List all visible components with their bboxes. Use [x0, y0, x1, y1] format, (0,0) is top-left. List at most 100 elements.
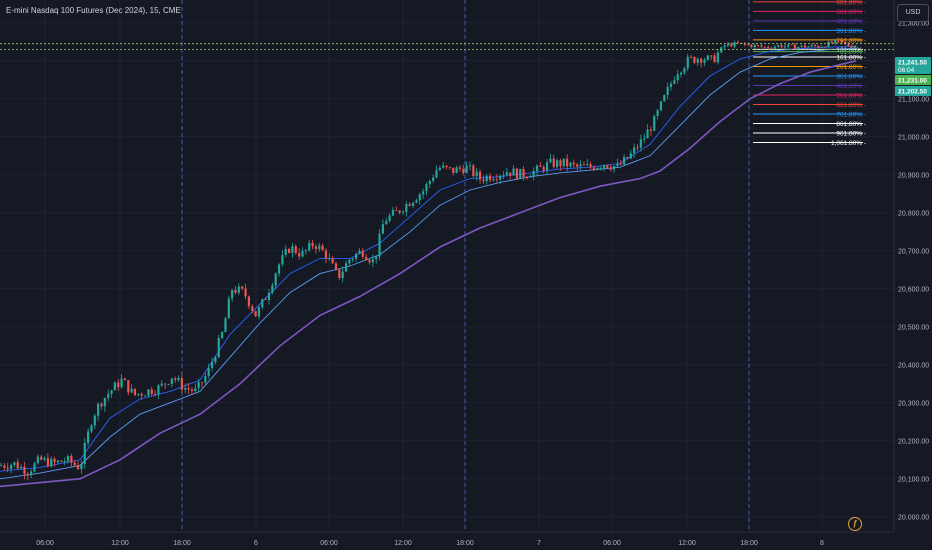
- candle-body: [254, 310, 257, 317]
- price-badge: [895, 75, 931, 85]
- candle-body: [485, 175, 488, 182]
- candle-body: [760, 45, 763, 47]
- fib-level-label: 661.80% -: [836, 102, 866, 109]
- logo-icon[interactable]: ƒ: [848, 517, 862, 531]
- candle-body: [60, 460, 63, 462]
- candle-body: [478, 171, 482, 180]
- candle-body: [820, 46, 823, 48]
- candle-body: [690, 56, 693, 58]
- candle-body: [740, 42, 743, 44]
- candle-body: [50, 458, 53, 467]
- candle-body: [97, 403, 100, 416]
- fib-level-label: 61.80% -: [840, 49, 866, 56]
- price-badge: [895, 86, 931, 96]
- candle-body: [120, 378, 123, 388]
- candle-body: [200, 381, 204, 383]
- candle-body: [20, 466, 23, 469]
- candle-body: [190, 389, 194, 392]
- y-tick-label: 20,700.00: [898, 248, 929, 255]
- x-tick-label: 12:00: [678, 540, 696, 547]
- candle-body: [830, 41, 833, 44]
- candle-body: [311, 242, 314, 247]
- candle-body: [210, 362, 214, 368]
- candle-body: [780, 45, 783, 48]
- candle-body: [318, 245, 321, 250]
- candle-body: [559, 160, 562, 167]
- candle-body: [519, 169, 522, 179]
- candle-body: [298, 253, 301, 257]
- candle-body: [26, 474, 29, 476]
- candle-body: [777, 45, 780, 47]
- candle-body: [679, 72, 683, 75]
- candle-body: [475, 171, 478, 177]
- price-badge-label: 21,241.50: [898, 60, 927, 67]
- candle-body: [639, 139, 642, 148]
- currency-button[interactable]: USD: [897, 4, 929, 22]
- y-tick-label: 21,300.00: [898, 20, 929, 27]
- candle-body: [646, 129, 649, 139]
- candle-body: [177, 378, 180, 380]
- x-tick-label: 18:00: [173, 540, 191, 547]
- candle-body: [365, 256, 368, 261]
- candle-body: [746, 44, 750, 46]
- candle-body: [465, 165, 468, 174]
- fibonacci-extension[interactable]: 661.80% - 561.80% - 461.80% - 361.80% - 261.…: [753, 0, 866, 147]
- candle-body: [405, 204, 408, 212]
- candle-body: [576, 164, 579, 167]
- candle-body: [30, 471, 33, 476]
- candle-body: [358, 250, 361, 254]
- time-axis[interactable]: 06:00 12:00 18:00 6 06:00 12:00 18:00 7 06:00 12:…: [0, 531, 894, 547]
- candle-body: [683, 68, 686, 73]
- candle-body: [385, 220, 388, 225]
- candle-body: [130, 388, 133, 393]
- candle-body: [174, 378, 177, 380]
- candle-body: [63, 461, 66, 462]
- candle-body: [515, 168, 518, 179]
- candle-body: [787, 44, 790, 47]
- x-tick-label: 18:00: [456, 540, 474, 547]
- candle-body: [361, 250, 364, 257]
- fib-level-label: 761.80% -: [836, 112, 866, 119]
- candle-body: [783, 46, 786, 48]
- candle-body: [700, 58, 703, 63]
- candle-body: [301, 251, 304, 257]
- candle-body: [653, 115, 656, 131]
- candle-body: [602, 165, 606, 168]
- candle-body: [137, 393, 140, 395]
- candle-body: [227, 298, 230, 319]
- y-tick-label: 20,600.00: [898, 286, 929, 293]
- candle-body: [9, 464, 13, 469]
- candle-body: [606, 165, 609, 168]
- candle-body: [274, 273, 277, 286]
- candle-body: [87, 431, 90, 443]
- candle-body: [401, 211, 405, 213]
- candle-body: [150, 389, 153, 394]
- candle-body: [381, 224, 384, 234]
- session-dividers: [181, 0, 750, 532]
- candle-body: [757, 45, 760, 46]
- y-tick-label: 20,100.00: [898, 476, 929, 483]
- candle-body: [723, 45, 726, 48]
- fib-level-label: 461.80% -: [836, 18, 866, 25]
- candle-body: [750, 44, 753, 48]
- candle-body: [643, 138, 646, 140]
- candle-body: [844, 42, 847, 44]
- x-tick-label: 06:00: [36, 540, 54, 547]
- candle-body: [582, 164, 585, 166]
- candle-body: [415, 200, 418, 203]
- candle-body: [499, 175, 502, 180]
- candle-body: [552, 158, 555, 167]
- candle-body: [13, 462, 16, 465]
- candle-body: [472, 165, 475, 177]
- candle-body: [579, 164, 582, 167]
- x-tick-label: 8: [820, 540, 824, 547]
- candle-body: [482, 179, 485, 182]
- fib-level-label: 1,061.80% -: [831, 140, 866, 147]
- candle-body: [197, 381, 200, 389]
- candle-body: [224, 318, 227, 333]
- price-axis[interactable]: 21,300.0021,200.0021,100.0021,000.0020,9…: [893, 0, 931, 532]
- candle-body: [33, 463, 36, 472]
- candle-body: [810, 44, 813, 47]
- candle-body: [36, 456, 39, 464]
